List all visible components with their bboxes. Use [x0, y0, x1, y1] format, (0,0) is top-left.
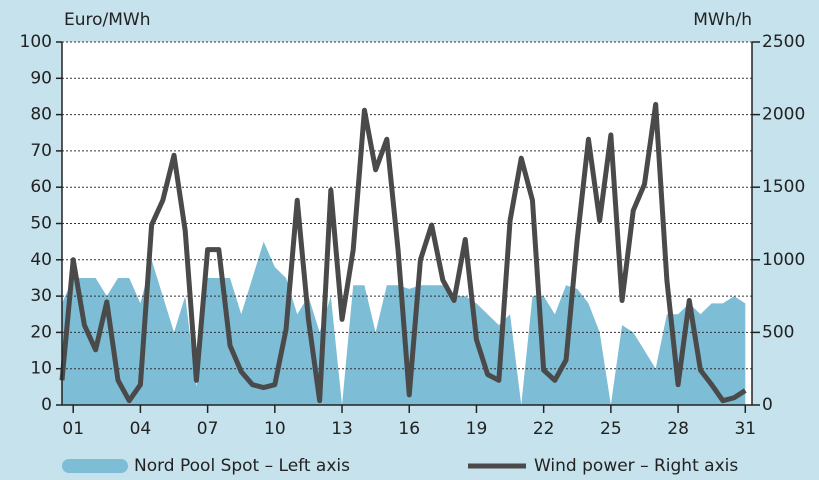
y-tick-label: 80 [30, 105, 52, 125]
y-tick-label: 70 [30, 141, 52, 161]
y-tick-label: 30 [30, 286, 52, 306]
y-tick-label: 0 [41, 395, 52, 415]
y-tick-label: 100 [20, 32, 52, 52]
x-tick-label: 16 [398, 419, 420, 439]
y2-tick-label: 0 [762, 395, 773, 415]
x-tick-label: 01 [62, 419, 84, 439]
y-tick-label: 90 [30, 68, 52, 88]
x-tick-label: 10 [264, 419, 286, 439]
legend-label: Wind power – Right axis [534, 456, 738, 476]
y-tick-label: 40 [30, 250, 52, 270]
y-tick-label: 60 [30, 177, 52, 197]
x-tick-label: 04 [130, 419, 152, 439]
x-tick-label: 31 [734, 419, 756, 439]
y-tick-label: 10 [30, 359, 52, 379]
y2-axis-label: MWh/h [693, 10, 752, 30]
legend-label: Nord Pool Spot – Left axis [134, 456, 350, 476]
y2-tick-label: 500 [762, 322, 794, 342]
x-tick-label: 22 [533, 419, 555, 439]
y2-tick-label: 1000 [762, 250, 805, 270]
y2-tick-label: 1500 [762, 177, 805, 197]
y-tick-label: 20 [30, 322, 52, 342]
x-tick-label: 28 [667, 419, 689, 439]
legend-swatch [62, 459, 128, 473]
y2-tick-label: 2000 [762, 105, 805, 125]
y-axis-label: Euro/MWh [64, 10, 151, 30]
line [59, 101, 747, 404]
y-tick-label: 50 [30, 214, 52, 234]
x-tick-label: 19 [466, 419, 488, 439]
y2-tick-label: 2500 [762, 32, 805, 52]
x-tick-label: 13 [331, 419, 353, 439]
x-tick-label: 25 [600, 419, 622, 439]
x-tick-label: 07 [197, 419, 219, 439]
